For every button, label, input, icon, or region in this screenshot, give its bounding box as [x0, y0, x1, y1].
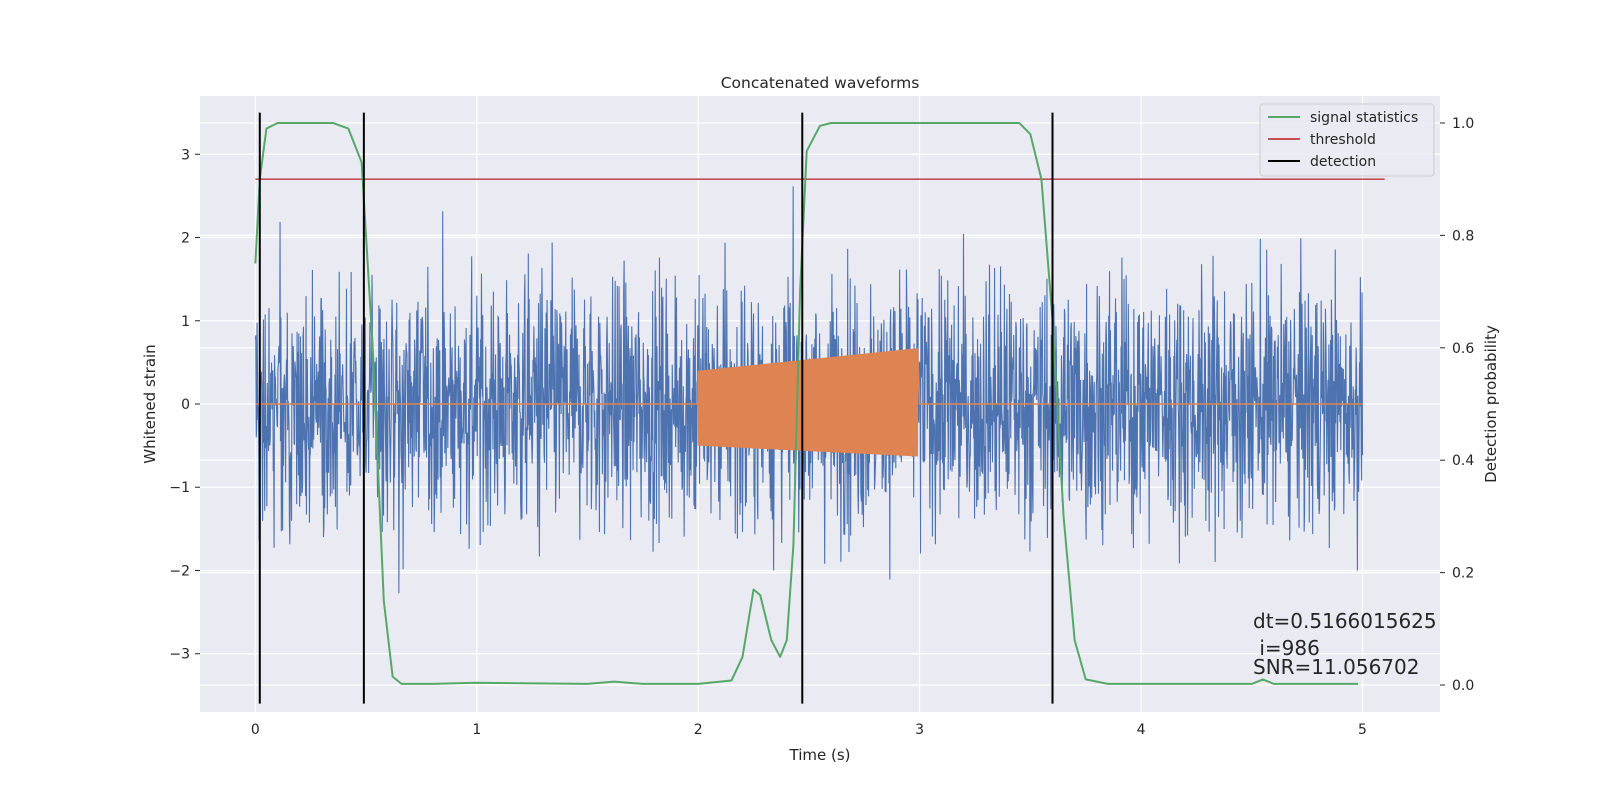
legend-label-signal-statistics: signal statistics [1310, 110, 1418, 126]
series-layer [254, 112, 1385, 704]
x-tick-label: 3 [915, 722, 924, 738]
y2-tick-label: 1.0 [1452, 116, 1474, 132]
y2-tick-label: 0.2 [1452, 566, 1474, 582]
chart-title: Concatenated waveforms [721, 74, 920, 92]
y-tick-label: 3 [181, 147, 190, 163]
annotation-i: i=986 [1253, 636, 1320, 660]
y-axis-label: Whitened strain [141, 344, 159, 463]
legend-frame [1259, 103, 1435, 177]
y-tick-label: 1 [181, 314, 190, 330]
x-tick-label: 2 [694, 722, 703, 738]
annotation-dt: dt=0.5166015625 [1253, 609, 1437, 633]
y-tick-label: −2 [169, 563, 190, 579]
y-tick-label: 2 [181, 231, 190, 247]
y2-tick-label: 0.8 [1452, 228, 1474, 244]
signal-statistics-line [254, 121, 1359, 685]
y2-tick-label: 0.6 [1452, 341, 1474, 357]
annotation-box: dt=0.5166015625 i=986 SNR=11.056702 [1253, 609, 1437, 679]
y2-tick-label: 0.0 [1452, 678, 1474, 694]
legend: signal statistics threshold detection [1259, 103, 1435, 177]
legend-label-threshold: threshold [1310, 132, 1376, 148]
x-tick-label: 0 [251, 722, 260, 738]
y2-axis-label: Detection probability [1482, 325, 1500, 483]
x-tick-label: 4 [1137, 722, 1146, 738]
x-axis-label: Time (s) [789, 746, 851, 764]
annotation-snr: SNR=11.056702 [1253, 655, 1419, 679]
tick-layer: 0 1 2 3 4 5 −3 −2 −1 0 1 2 3 0.0 0.2 0.4 0.6 0.8 1.0 [169, 116, 1474, 738]
y-tick-label: −3 [169, 647, 190, 663]
legend-label-detection: detection [1310, 154, 1376, 170]
x-tick-label: 5 [1358, 722, 1367, 738]
template-series-line [255, 348, 1363, 457]
y-tick-label: 0 [181, 397, 190, 413]
y-tick-label: −1 [169, 480, 190, 496]
x-tick-label: 1 [472, 722, 481, 738]
y2-tick-label: 0.4 [1452, 453, 1474, 469]
